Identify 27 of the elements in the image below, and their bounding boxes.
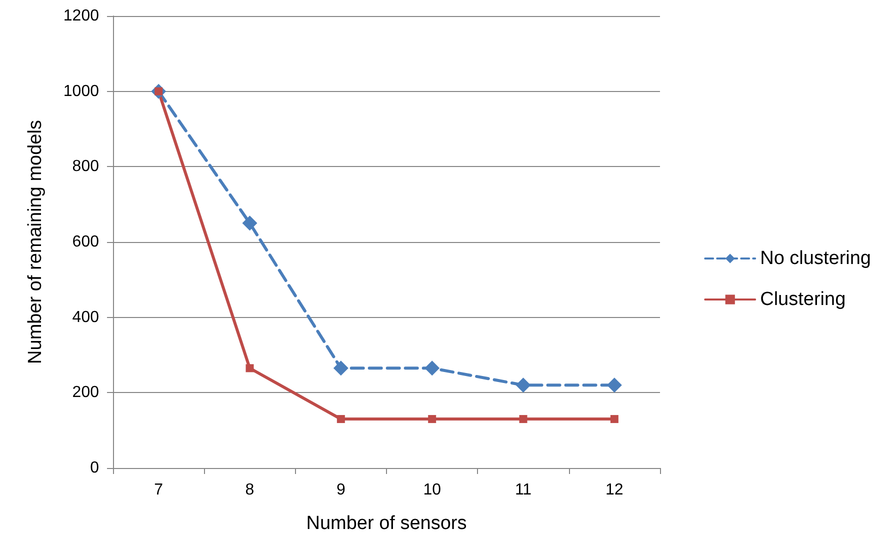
point bbox=[336, 415, 345, 424]
point bbox=[610, 415, 618, 424]
y-axis-title: Number of remaining models bbox=[25, 120, 46, 364]
point bbox=[333, 360, 348, 376]
y-tick-label: 400 bbox=[72, 308, 100, 326]
y-tick-label: 600 bbox=[72, 234, 100, 250]
point bbox=[516, 378, 531, 393]
point bbox=[242, 216, 258, 231]
legend-label: Clustering bbox=[760, 289, 846, 310]
x-tick-label: 12 bbox=[606, 482, 624, 498]
x-tick-label: 7 bbox=[154, 482, 164, 498]
legend-label: No clustering bbox=[760, 248, 872, 269]
y-tick-label: 1000 bbox=[63, 82, 100, 100]
x-tick-label: 9 bbox=[336, 482, 346, 498]
point bbox=[606, 378, 622, 393]
point bbox=[246, 364, 254, 372]
x-tick-label: 11 bbox=[514, 482, 532, 498]
y-tick-label: 800 bbox=[72, 158, 100, 176]
x-axis-title: Number of sensors bbox=[306, 513, 467, 534]
y-tick-label: 200 bbox=[72, 384, 100, 402]
point bbox=[428, 415, 436, 424]
y-tick-label: 1200 bbox=[63, 8, 100, 24]
point bbox=[519, 415, 528, 424]
x-tick-label: 10 bbox=[423, 482, 442, 498]
point bbox=[424, 360, 440, 376]
y-tick-label: 0 bbox=[90, 460, 100, 476]
x-tick-label: 8 bbox=[245, 482, 254, 498]
